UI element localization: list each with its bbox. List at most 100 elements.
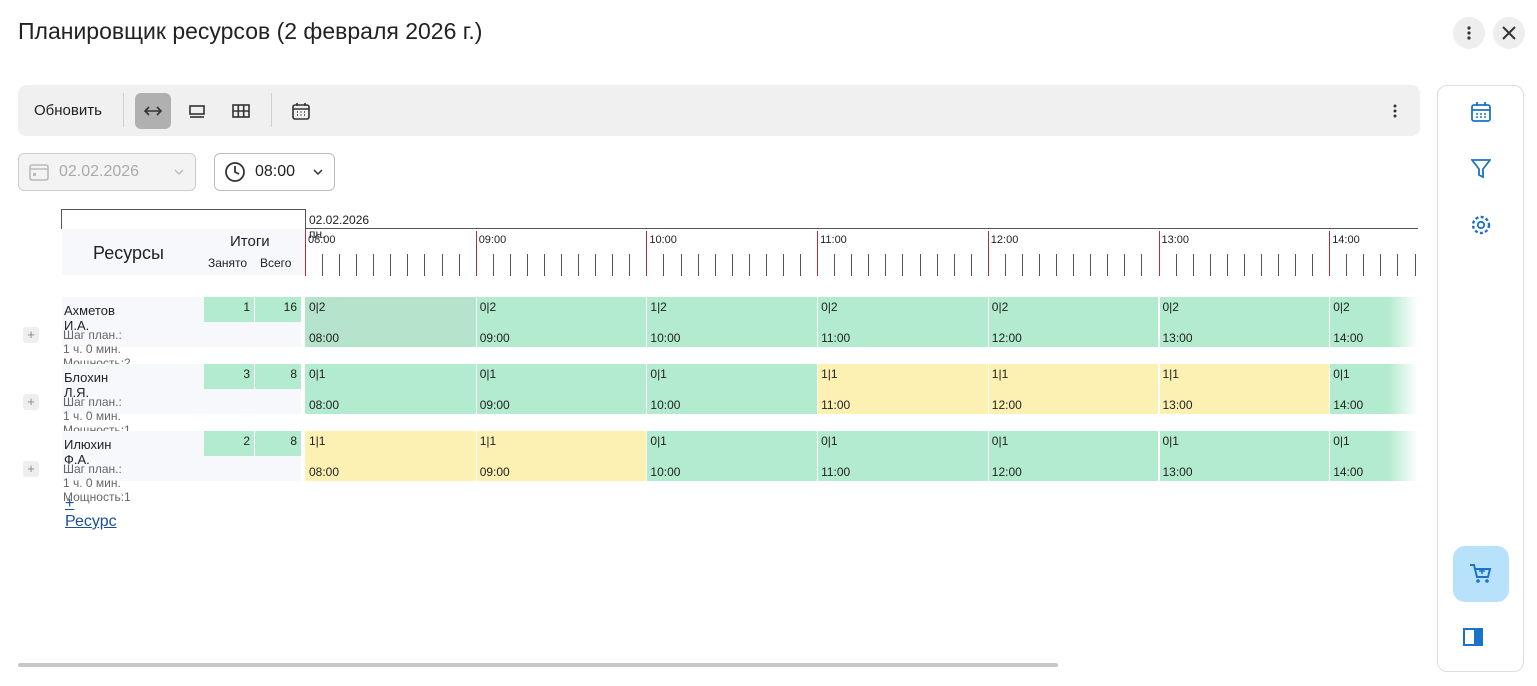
tick [970,254,972,276]
chevron [313,169,323,176]
scrollbar[interactable] [18,663,1058,667]
slot[interactable] [817,431,988,481]
slot-time: 13:00 [1162,331,1193,345]
slot[interactable] [1158,297,1330,347]
toolbar-more[interactable] [1377,93,1413,129]
hour-line [1329,231,1331,276]
slot-time: 09:00 [479,465,510,479]
side-filter[interactable] [1471,158,1491,180]
tick [458,254,460,276]
slot-time: 10:00 [650,331,681,345]
tick [731,254,733,276]
slot[interactable] [475,364,647,414]
slot-time: 11:00 [821,465,851,479]
slot-time: 08:00 [309,398,340,412]
hour-label: 10:00 [649,234,677,246]
slot-time: 13:00 [1162,398,1193,412]
hour-label: 14:00 [1332,234,1360,246]
slot-time: 08:00 [309,465,340,479]
slot-load: 0|1 [991,434,1009,448]
add-resource[interactable]: + Ресурс [65,495,117,530]
slot[interactable] [817,297,988,347]
tick [1260,254,1262,276]
side-calendar[interactable] [1470,101,1492,123]
step-bg [204,456,301,481]
slot[interactable] [646,364,818,414]
slot[interactable] [987,297,1159,347]
close-button[interactable] [1493,17,1525,49]
expand-button[interactable]: + [23,327,39,343]
header-frame [61,209,306,229]
tick [1277,254,1279,276]
slot-time: 14:00 [1333,331,1364,345]
busy-cell: 1 [204,297,254,322]
tick [936,254,938,276]
title: Планировщик ресурсов (2 февраля 2026 г.) [18,18,483,44]
panel-toggle[interactable] [1463,628,1483,646]
chevron [174,169,184,176]
separator [271,93,272,127]
hour-line [646,231,648,276]
tick [424,254,426,276]
hour-line [987,231,989,276]
slot[interactable] [305,297,476,347]
calendar-button[interactable] [283,93,319,129]
grid-view-button[interactable] [223,93,259,129]
expand-button[interactable]: + [23,394,39,410]
step-label: Шаг план.: 1 ч. 0 мин. Мощность:1 [63,462,131,504]
slot-load: 0|1 [650,434,667,448]
slot[interactable] [475,431,647,481]
name-bg [62,431,204,481]
tick [1141,254,1143,276]
slot[interactable] [987,364,1159,414]
step-bg [204,389,301,414]
tick [1414,254,1416,276]
slot[interactable] [1158,431,1330,481]
resource-name: Илюхин Ф.А. [64,437,112,467]
cart-button[interactable] [1453,546,1509,602]
tick [1073,254,1075,276]
total-cell: 8 [255,364,301,389]
cart-icon [1470,564,1492,583]
slot-load: 1|1 [991,367,1009,381]
rows-view-button[interactable] [179,93,215,129]
resource-name: Ахметов И.А. [64,303,115,333]
hour-line [1158,231,1160,276]
slot[interactable] [646,297,818,347]
slot[interactable] [817,364,988,414]
time-field[interactable]: 08:00 [214,153,335,191]
calendar-icon [292,103,310,120]
slot[interactable] [475,297,647,347]
slot[interactable] [305,364,476,414]
hour-label: 12:00 [990,234,1019,246]
expand-button[interactable]: + [23,461,39,477]
slot-load: 0|1 [821,434,838,448]
tick [612,254,614,276]
slot-load: 1|2 [650,300,667,314]
slot-time: 12:00 [991,465,1022,479]
slot-load: 1|1 [821,367,838,381]
name-bg [62,297,204,347]
tick [1295,254,1297,276]
date-field[interactable]: 02.02.2026 [18,153,196,191]
tick [595,254,597,276]
tick [902,254,904,276]
clock-icon [225,162,245,182]
tick [339,254,341,276]
refresh-button[interactable]: Обновить [34,102,102,119]
tick [1363,254,1365,276]
slot[interactable] [987,431,1159,481]
slot[interactable] [305,431,476,481]
tick [885,254,887,276]
slot-load: 0|1 [309,367,326,381]
busy-cell: 3 [204,364,254,389]
tick [543,254,545,276]
slot[interactable] [646,431,818,481]
slot[interactable] [1158,364,1330,414]
more-button[interactable] [1453,17,1485,49]
side-settings[interactable] [1470,214,1492,236]
tick [322,254,324,276]
tick [953,254,955,276]
timeline-view-button[interactable] [135,93,171,129]
